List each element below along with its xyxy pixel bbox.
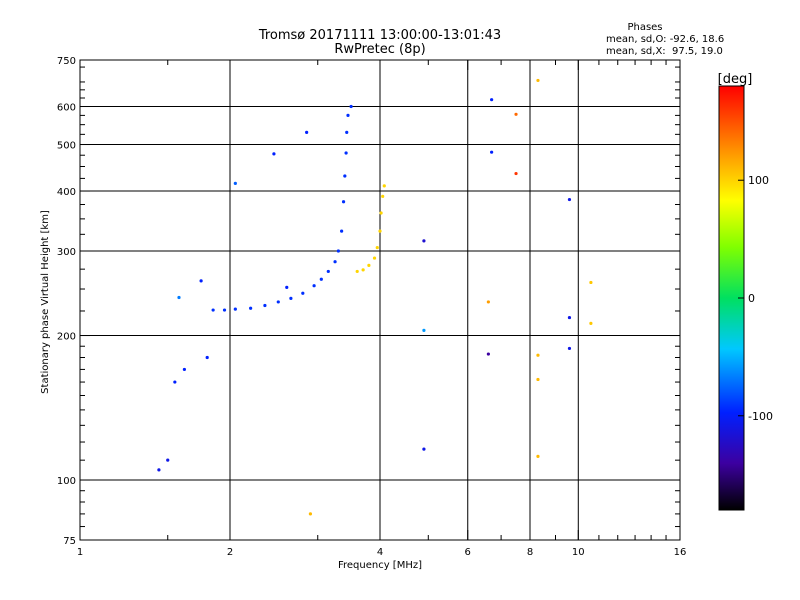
data-point <box>567 197 572 202</box>
data-point <box>355 269 359 274</box>
colorbar-tick-label: -100 <box>748 410 773 423</box>
data-points <box>157 78 593 516</box>
y-tick-label: 200 <box>57 332 76 343</box>
data-point <box>308 512 313 516</box>
data-point <box>514 112 518 116</box>
data-point <box>173 380 177 384</box>
data-point <box>301 291 305 295</box>
data-point <box>249 306 253 310</box>
data-point <box>272 152 276 156</box>
data-point <box>233 181 237 185</box>
data-point <box>349 104 353 109</box>
chart-subtitle: RwPretec (8p) <box>334 42 425 57</box>
data-point <box>263 303 267 308</box>
data-point <box>379 211 383 215</box>
data-point <box>382 184 386 188</box>
data-point <box>490 150 494 154</box>
chart-title: Tromsø 20171111 13:00:00-13:01:43 <box>258 28 501 43</box>
data-point <box>157 468 161 472</box>
x-tick-label: 16 <box>674 547 687 558</box>
data-point <box>536 353 540 357</box>
data-point <box>346 113 350 117</box>
data-point <box>205 355 209 360</box>
data-point <box>567 315 572 320</box>
data-point <box>589 280 593 285</box>
data-point <box>589 321 593 325</box>
data-point <box>345 130 349 134</box>
axes: 1 2 4 6 8 10 16 75 100 200 300 400 500 600 750 <box>57 56 686 558</box>
data-point <box>372 256 377 260</box>
data-point <box>333 260 337 264</box>
data-point <box>536 78 540 83</box>
x-tick-label: 4 <box>377 547 383 558</box>
colorbar-tick-label: 100 <box>748 174 769 187</box>
x-tick-label: 8 <box>527 547 533 558</box>
data-point <box>486 352 490 356</box>
data-point <box>486 300 490 304</box>
stats-x-mode: mean, sd,X: 97.5, 19.0 <box>606 46 723 57</box>
y-tick-label: 500 <box>57 141 76 152</box>
data-point <box>341 200 346 204</box>
grid-lines <box>80 60 680 540</box>
y-tick-label: 600 <box>57 103 76 114</box>
data-point <box>211 308 215 312</box>
data-point <box>182 367 186 372</box>
data-point <box>222 308 227 312</box>
data-point <box>378 229 382 233</box>
x-tick-label: 2 <box>227 547 233 558</box>
data-point <box>381 194 385 198</box>
x-axis-label: Frequency [MHz] <box>338 560 422 571</box>
data-point <box>326 269 330 274</box>
y-axis-label: Stationary phase Virtual Height [km] <box>40 210 51 394</box>
colorbar-label: [deg] <box>718 72 753 87</box>
data-point <box>177 295 181 300</box>
data-point <box>336 249 340 253</box>
data-point <box>276 300 280 304</box>
data-point <box>367 263 371 267</box>
colorbar-tick-label: 0 <box>748 292 755 305</box>
data-point <box>514 171 518 176</box>
data-point <box>166 458 170 462</box>
data-point <box>305 130 309 134</box>
data-point <box>343 174 347 178</box>
y-tick-label: 100 <box>57 476 76 487</box>
y-tick-label: 750 <box>57 56 76 67</box>
data-point <box>422 239 426 243</box>
data-point <box>361 268 365 272</box>
data-point <box>344 151 348 155</box>
data-point <box>199 279 203 283</box>
data-point <box>536 377 540 382</box>
y-tick-label: 300 <box>57 247 76 258</box>
data-point <box>285 285 289 289</box>
data-point <box>312 284 316 288</box>
data-point <box>422 447 426 451</box>
x-tick-label: 1 <box>77 547 83 558</box>
y-tick-label: 75 <box>63 536 76 547</box>
x-tick-label: 6 <box>465 547 471 558</box>
data-point <box>567 346 572 351</box>
data-point <box>536 454 540 459</box>
colorbar-ticks: 100 0 -100 <box>738 174 773 423</box>
stats-o-mode: mean, sd,O: -92.6, 18.6 <box>606 34 724 45</box>
data-point <box>422 328 426 332</box>
data-point <box>289 296 293 300</box>
x-tick-label: 10 <box>572 547 585 558</box>
data-point <box>490 98 494 102</box>
data-point <box>375 245 379 250</box>
stats-heading: Phases <box>627 22 662 33</box>
data-point <box>319 277 323 281</box>
data-point <box>233 307 237 311</box>
y-tick-label: 400 <box>57 187 76 198</box>
data-point <box>340 229 344 233</box>
